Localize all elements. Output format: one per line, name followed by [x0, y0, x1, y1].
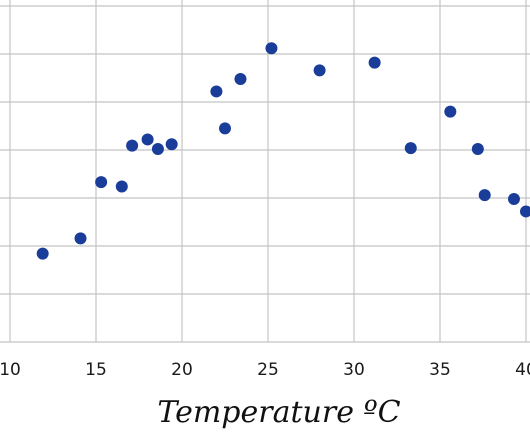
data-point — [126, 139, 139, 152]
x-tick-label: 35 — [429, 360, 451, 380]
data-point — [404, 142, 417, 155]
data-point — [520, 205, 530, 218]
data-point — [95, 176, 108, 189]
data-point — [115, 180, 128, 193]
data-point — [313, 64, 326, 77]
data-point — [219, 122, 231, 135]
data-point — [368, 56, 381, 69]
x-tick-label: 10 — [0, 360, 21, 380]
grid — [0, 0, 530, 343]
data-point — [74, 232, 87, 245]
x-axis-title: Temperature ºC — [157, 395, 400, 430]
data-point — [507, 192, 520, 205]
data-point — [234, 72, 247, 85]
data-point — [165, 138, 178, 151]
data-point — [478, 189, 491, 202]
x-axis-ticks: 10 15 20 25 30 35 40 — [0, 360, 530, 380]
data-point — [36, 247, 49, 260]
x-tick-label: 20 — [171, 360, 193, 380]
data-point — [265, 42, 278, 55]
data-point — [151, 143, 164, 156]
data-points — [36, 42, 530, 260]
x-tick-label: 40 — [515, 360, 530, 380]
data-point — [210, 85, 223, 98]
data-point — [141, 133, 154, 146]
data-point — [444, 105, 457, 118]
data-point — [471, 143, 484, 156]
x-tick-label: 30 — [343, 360, 365, 380]
x-tick-label: 25 — [257, 360, 279, 380]
x-tick-label: 15 — [85, 360, 107, 380]
